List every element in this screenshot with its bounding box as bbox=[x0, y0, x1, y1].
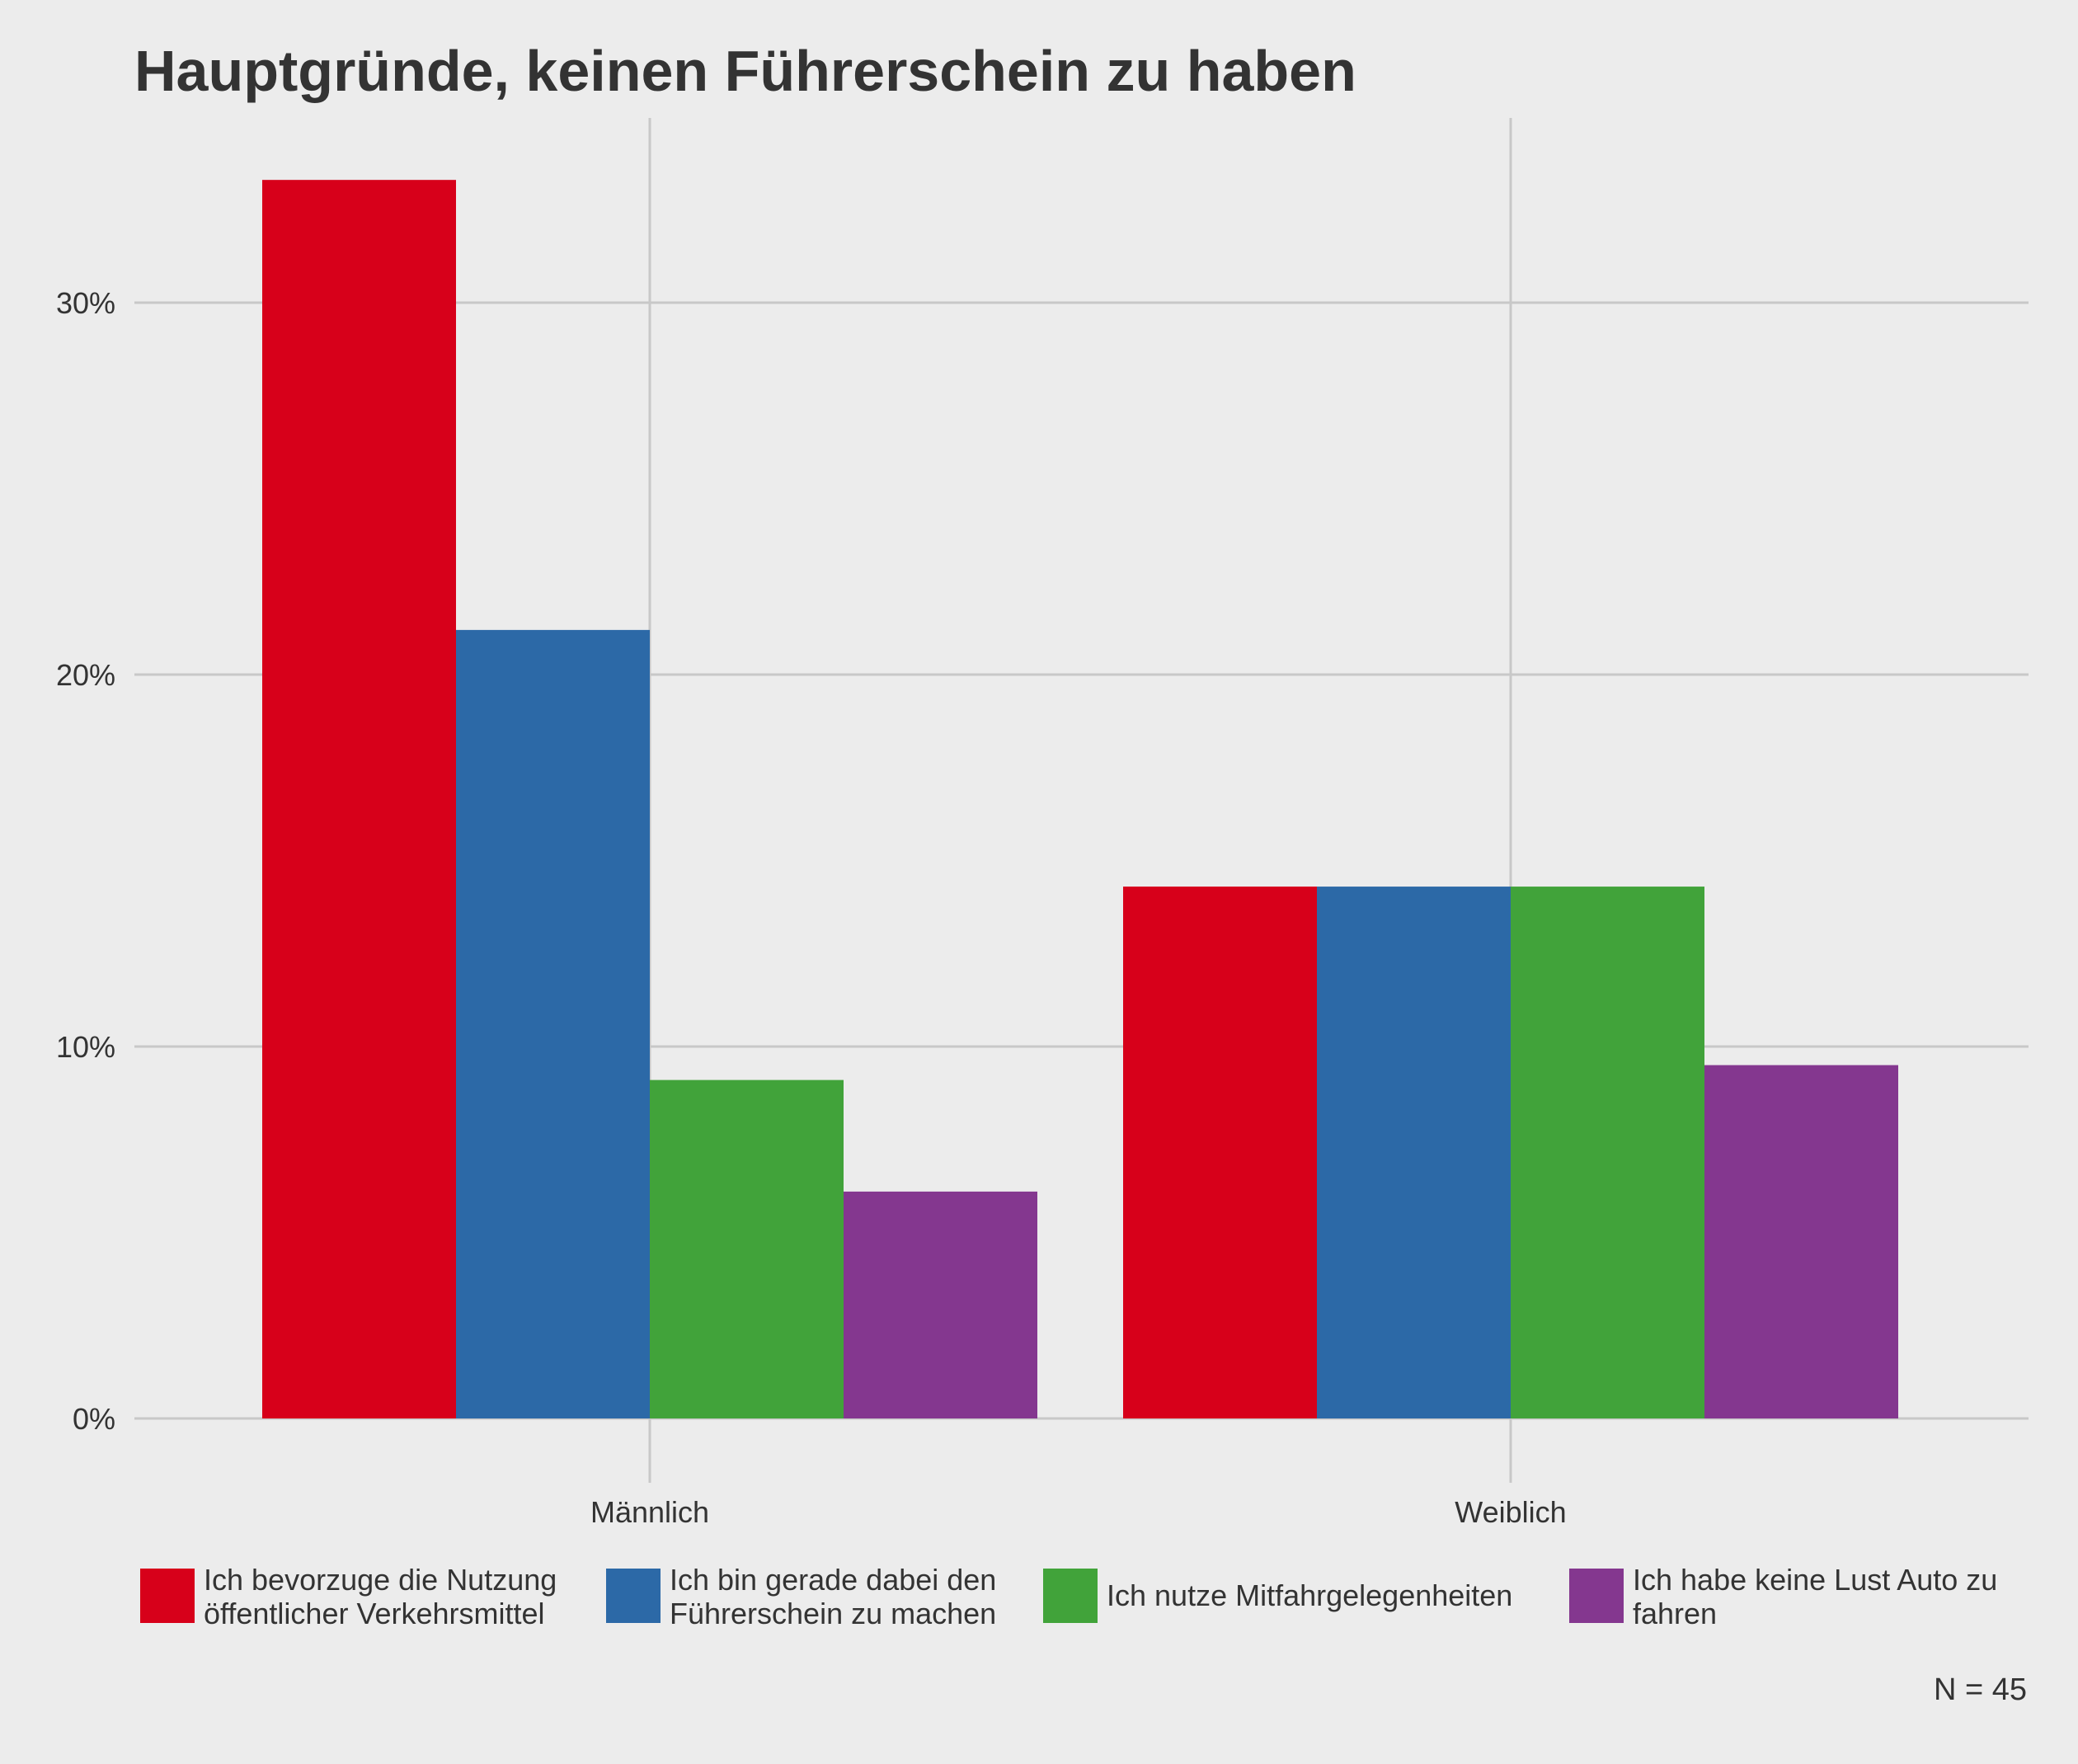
y-tick-label: 0% bbox=[73, 1402, 115, 1436]
legend: Ich bevorzuge die Nutzung öffentlicher Ve… bbox=[140, 1563, 1997, 1630]
y-tick-label: 30% bbox=[56, 286, 115, 320]
legend-swatch bbox=[1043, 1569, 1098, 1623]
sample-size-note: N = 45 bbox=[1934, 1672, 2027, 1707]
y-axis-ticks: 0% 10% 20% 30% bbox=[56, 286, 115, 1436]
chart-title: Hauptgründe, keinen Führerschein zu habe… bbox=[134, 39, 1356, 103]
bar bbox=[1511, 887, 1704, 1418]
legend-label: Ich nutze Mitfahrgelegenheiten bbox=[1107, 1578, 1512, 1612]
bar bbox=[456, 629, 650, 1418]
legend-label: Ich bevorzuge die Nutzung öffentlicher Ve… bbox=[204, 1563, 557, 1630]
legend-label: Ich habe keine Lust Auto zu fahren bbox=[1633, 1563, 1997, 1630]
x-tick-label: Männlich bbox=[590, 1495, 709, 1529]
legend-swatch bbox=[1569, 1569, 1624, 1623]
legend-label: Ich bin gerade dabei den Führerschein zu … bbox=[670, 1563, 996, 1630]
y-tick-label: 20% bbox=[56, 658, 115, 692]
bars bbox=[262, 180, 1898, 1418]
bar bbox=[650, 1080, 844, 1418]
bar bbox=[844, 1191, 1037, 1418]
bar bbox=[1123, 887, 1317, 1418]
x-axis-ticks: Männlich Weiblich bbox=[590, 1495, 1567, 1529]
legend-swatch bbox=[606, 1569, 661, 1623]
bar bbox=[262, 180, 456, 1418]
bar bbox=[1317, 887, 1511, 1418]
x-tick-label: Weiblich bbox=[1455, 1495, 1566, 1529]
y-tick-label: 10% bbox=[56, 1030, 115, 1064]
legend-swatch bbox=[140, 1569, 195, 1623]
bar bbox=[1704, 1065, 1898, 1418]
